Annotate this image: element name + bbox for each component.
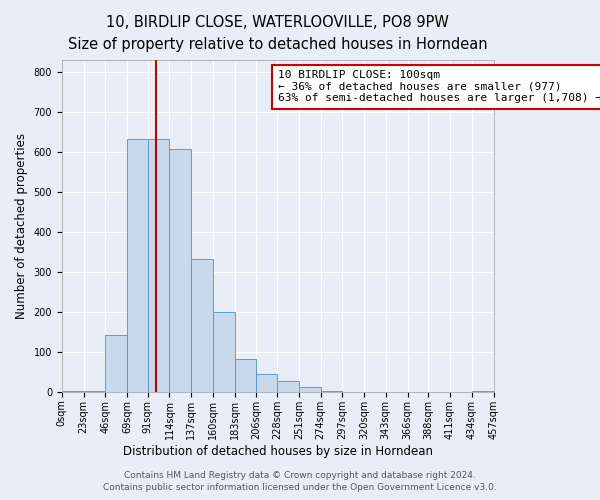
Bar (62, 390, 83, 392)
Bar (213, 312, 235, 392)
Bar (148, 138, 169, 392)
Bar (299, 387, 320, 392)
Bar (127, 138, 148, 392)
Bar (169, 149, 191, 392)
Bar (83, 390, 105, 392)
Bar (191, 260, 213, 392)
Bar (235, 359, 256, 392)
Text: Contains HM Land Registry data © Crown copyright and database right 2024.
Contai: Contains HM Land Registry data © Crown c… (103, 471, 497, 492)
Bar (256, 374, 277, 392)
Bar (105, 335, 127, 392)
Bar (472, 390, 493, 392)
Bar (320, 390, 343, 392)
Y-axis label: Number of detached properties: Number of detached properties (15, 133, 28, 319)
Text: 10 BIRDLIP CLOSE: 100sqm
← 36% of detached houses are smaller (977)
63% of semi-: 10 BIRDLIP CLOSE: 100sqm ← 36% of detach… (278, 70, 600, 104)
Title: 10, BIRDLIP CLOSE, WATERLOOVILLE, PO8 9PW
Size of property relative to detached : 10, BIRDLIP CLOSE, WATERLOOVILLE, PO8 9P… (68, 15, 487, 52)
Bar (277, 381, 299, 392)
X-axis label: Distribution of detached houses by size in Horndean: Distribution of detached houses by size … (122, 444, 433, 458)
